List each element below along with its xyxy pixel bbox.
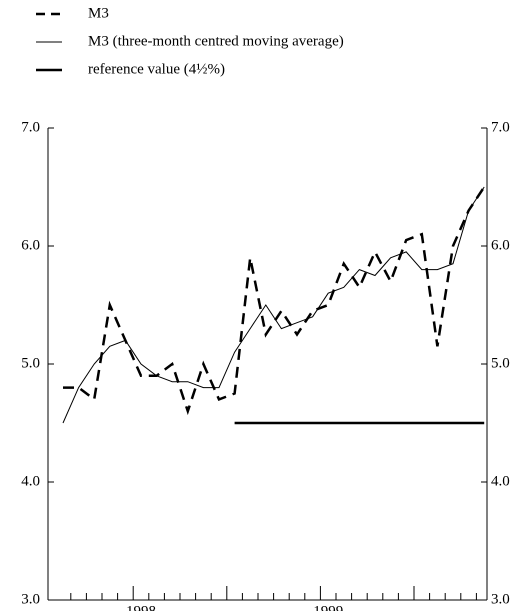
x-tick-label: 1999 [313,603,343,611]
x-tick-label: 1998 [126,603,156,611]
y2-tick-label: 4.0 [491,473,510,489]
legend-label: reference value (4½%) [88,61,225,77]
y-tick-label: 3.0 [21,591,40,607]
legend-label: M3 [88,5,109,21]
legend-label: M3 (three-month centred moving average) [88,33,344,49]
y-tick-label: 4.0 [21,473,40,489]
series-line [62,186,485,424]
y2-tick-label: 5.0 [491,355,510,371]
y2-tick-label: 6.0 [491,237,510,253]
y2-tick-label: 7.0 [491,119,510,135]
y-tick-label: 5.0 [21,355,40,371]
y-tick-label: 6.0 [21,237,40,253]
y2-tick-label: 3.0 [491,591,510,607]
series-line [63,186,486,416]
y-tick-label: 7.0 [21,119,40,135]
